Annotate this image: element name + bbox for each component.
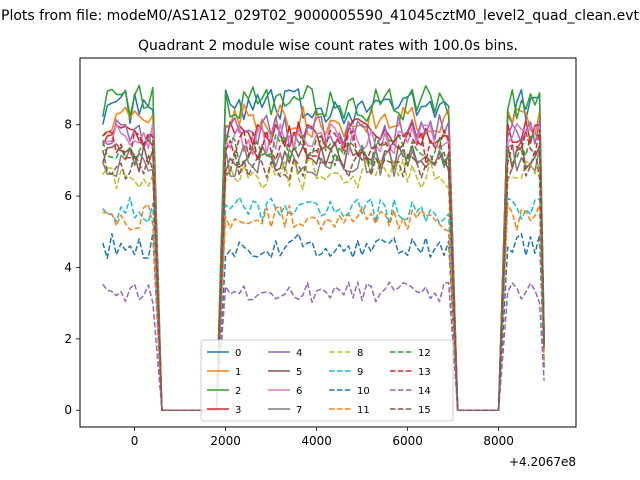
legend-label-4: 4 bbox=[296, 348, 302, 359]
legend-label-8: 8 bbox=[357, 348, 363, 359]
series-line-12 bbox=[102, 133, 545, 411]
legend-label-12: 12 bbox=[418, 348, 431, 359]
legend-label-7: 7 bbox=[296, 405, 302, 416]
y-tick-label: 2 bbox=[64, 332, 72, 346]
legend-label-1: 1 bbox=[235, 367, 241, 378]
legend-label-3: 3 bbox=[235, 405, 241, 416]
x-tick-label: 4000 bbox=[301, 434, 332, 448]
x-tick-label: 8000 bbox=[483, 434, 514, 448]
suptitle: Plots from file: modeM0/AS1A12_029T02_90… bbox=[1, 8, 639, 24]
series-line-14 bbox=[102, 281, 545, 411]
y-axis: 0 2 4 6 8 bbox=[64, 118, 80, 417]
legend-label-9: 9 bbox=[357, 367, 363, 378]
plot-frame bbox=[79, 57, 577, 428]
chart-title: Quadrant 2 module wise count rates with … bbox=[138, 38, 518, 54]
legend-label-2: 2 bbox=[235, 386, 241, 397]
legend-label-11: 11 bbox=[357, 405, 370, 416]
series-line-8 bbox=[102, 158, 545, 411]
x-tick-label: 2000 bbox=[210, 434, 241, 448]
x-offset-label: +4.2067e8 bbox=[509, 455, 576, 469]
legend-box bbox=[200, 339, 454, 422]
legend-label-13: 13 bbox=[418, 367, 431, 378]
y-tick-label: 0 bbox=[64, 403, 72, 417]
y-tick-label: 6 bbox=[64, 189, 72, 203]
series-line-15 bbox=[102, 147, 545, 411]
x-axis: 0 2000 4000 6000 8000 bbox=[131, 427, 514, 448]
y-tick-label: 4 bbox=[64, 260, 72, 274]
series-layer bbox=[102, 84, 545, 411]
legend-label-5: 5 bbox=[296, 367, 302, 378]
series-line-9 bbox=[102, 196, 545, 411]
x-tick-label: 0 bbox=[131, 434, 139, 448]
legend-label-14: 14 bbox=[418, 386, 431, 397]
legend-label-0: 0 bbox=[235, 348, 241, 359]
legend-label-10: 10 bbox=[357, 386, 370, 397]
legend-label-15: 15 bbox=[418, 405, 431, 416]
y-tick-label: 8 bbox=[64, 118, 72, 132]
x-tick-label: 6000 bbox=[392, 434, 423, 448]
legend-label-6: 6 bbox=[296, 386, 302, 397]
